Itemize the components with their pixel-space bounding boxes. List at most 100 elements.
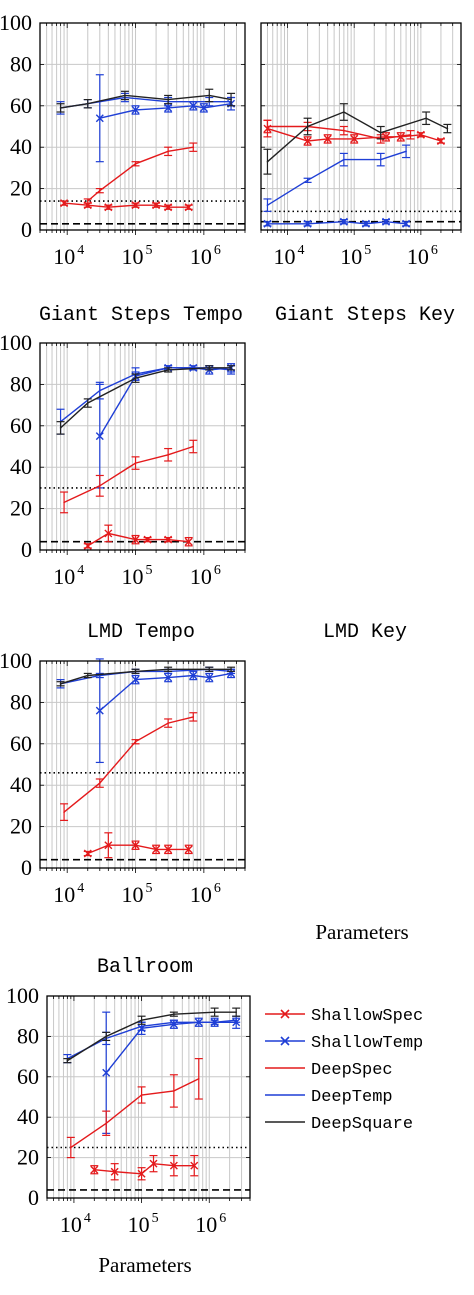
series-shallowtemp-point [95,706,104,715]
series-shallowspec-point [184,537,193,546]
series-deepspec-point [98,189,101,192]
x-tick-label-exponent: 5 [364,243,371,258]
x-tick-label: 10 [122,244,144,269]
series-shallowtemp-point [95,432,104,441]
series-deepspec-point [105,1122,108,1125]
y-tick-label: 100 [0,648,32,673]
series-deepsquare-point [446,127,449,130]
x-tick-label-exponent: 6 [214,243,221,258]
y-tick-label: 0 [21,855,32,880]
legend-entry-shallow-temp: ShallowTemp [265,1034,423,1053]
series-deepspec-point [134,740,137,743]
x-tick-label-exponent: 5 [146,563,153,578]
series-deepsquare-point [230,98,232,101]
series-deepsquare-point [167,668,169,671]
series-shallowspec-point [104,841,113,850]
series-shallowtemp-line [99,103,232,119]
series-shallowspec-point [323,134,332,143]
series-deepspec-point [86,200,89,202]
panel-4: Giant Steps Key104105106 020406080100104… [0,304,455,907]
x-tick-label: 10 [340,244,362,269]
y-tick-label: 60 [10,93,32,118]
x-tick-label-exponent: 5 [146,243,153,258]
x-tick-label: 10 [53,244,75,269]
series-deepspec-point [134,462,137,464]
series-deepsquare-line [67,1011,237,1062]
series-deepsquare-point [134,670,137,673]
series-shallowspec-point [83,849,92,858]
series-shallowspec-point [350,134,359,143]
series-deeptemp-point [343,158,345,161]
series-deepsquare-point [134,377,137,379]
x-tick-label-exponent: 6 [431,243,438,258]
series-shallowspec-point [152,845,161,854]
x-tick-label: 10 [122,882,144,907]
series-shallowspec-point [83,541,92,550]
series-deepsquare-line [60,367,232,429]
series-shallowspec-point [104,529,113,538]
series-shallowspec-point [164,203,173,212]
series-deepsquare-point [59,427,62,429]
series-deepspec-point [140,1094,143,1096]
y-tick-label: 100 [6,983,39,1008]
series-deepsquare-point [59,107,62,109]
x-tick-label: 10 [190,882,212,907]
x-tick-label-exponent: 4 [84,1211,91,1226]
y-tick-label: 0 [21,217,32,242]
x-tick-label: 10 [274,244,296,269]
series-shallowspec-point [396,132,405,141]
x-tick-label-exponent: 4 [77,243,84,258]
series-deepsquare-point [86,674,89,677]
series-shallowtemp-point [402,219,411,228]
series-deepsquare-point [208,367,211,369]
x-axis-label: Parameters [98,1253,191,1277]
x-tick-label: 10 [190,564,212,589]
x-tick-label: 10 [53,564,75,589]
legend-marker [280,1036,290,1046]
y-tick-label: 80 [10,371,32,396]
y-tick-label: 20 [10,496,32,521]
series-deepsquare-point [343,111,345,113]
series-deepspec-point [63,501,65,504]
series-deepspec-point [134,162,137,165]
series-shallowtemp-point [131,105,140,114]
series-deepspec-point [197,1078,200,1080]
y-tick-label: 0 [28,1185,39,1210]
series-deeptemp-point [405,150,407,153]
series-deepsquare-point [230,668,232,671]
series-shallowspec-point [184,845,193,854]
series-shallowspec-point [104,203,113,212]
legend: ShallowSpec ShallowTemp DeepSpec DeepTem… [265,1007,423,1134]
series-deepspec-point [63,811,65,813]
series-shallowtemp-point [361,219,370,228]
series-deepsquare-point [379,131,382,134]
panel-3: Giant Steps Tempo104105106 0 20 40 60 80 100 1… [0,304,246,589]
plot-frame [46,995,251,1199]
series-deepspec-point [266,125,269,128]
y-tick-label: 80 [10,689,32,714]
series-shallowspec-point [131,841,140,850]
series-shallowtemp-line [105,1021,237,1074]
series-shallowspec-point [90,1165,99,1174]
series-deeptemp-point [140,1025,143,1028]
series-deepsquare-point [213,1011,216,1013]
x-tick-label-exponent: 6 [219,1211,226,1226]
series-shallowspec-point [131,201,140,210]
panel-7: Ballroom Parameters [97,956,193,1277]
y-tick-label: 80 [10,51,32,76]
legend-entry-shallow-spec: ShallowSpec [265,1007,423,1026]
y-tick-label: 80 [17,1023,39,1048]
x-tick-label-exponent: 4 [77,563,84,578]
series-shallowspec-point [436,136,445,145]
series-deepsquare-point [66,1059,69,1062]
y-tick-label: 40 [17,1104,39,1129]
series-deepspec-point [167,453,169,456]
series-deepsquare-line [60,94,232,109]
series-shallowspec-point [184,203,193,212]
legend-entry-deep-temp: DeepTemp [265,1088,393,1107]
series-shallowspec-point [164,535,173,544]
series-deepsquare-point [59,682,62,685]
legend-entry-deep-square: DeepSquare [265,1115,413,1134]
